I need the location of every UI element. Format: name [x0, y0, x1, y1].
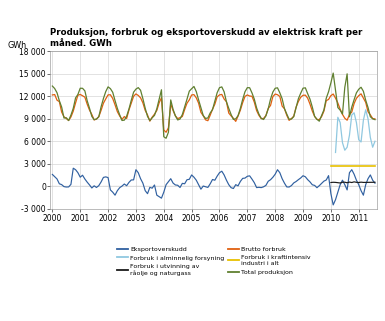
- Text: GWh: GWh: [8, 41, 27, 50]
- Legend: Eksportoverskudd, Forbruk i alminnelig forsyning, Forbruk i utvinning av
råolje : Eksportoverskudd, Forbruk i alminnelig f…: [117, 247, 310, 276]
- Text: Produksjon, forbruk og eksportoverskudd av elektrisk kraft per
måned. GWh: Produksjon, forbruk og eksportoverskudd …: [50, 28, 362, 48]
